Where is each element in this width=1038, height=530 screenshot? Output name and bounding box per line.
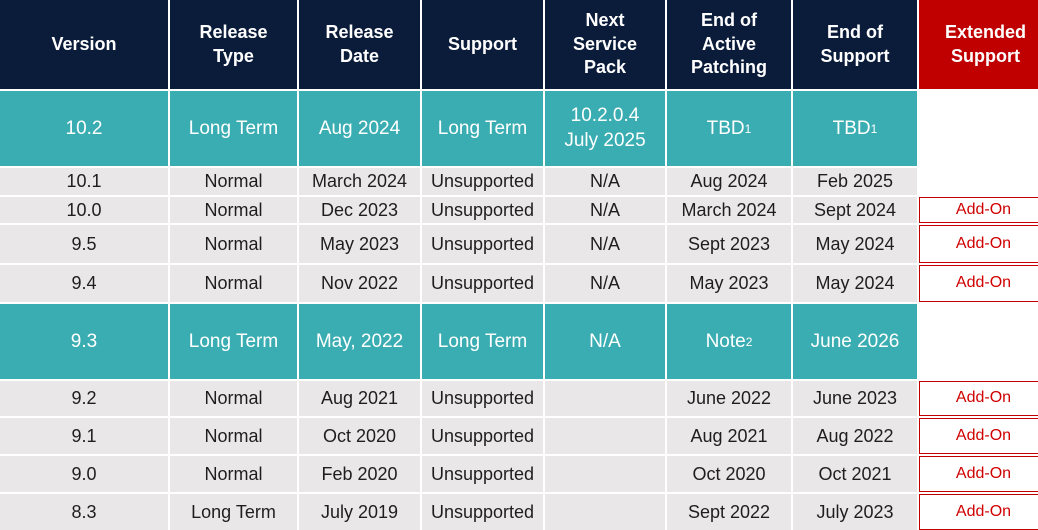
cell-version: 9.5 [0,225,168,263]
cell-release-type: Long Term [170,91,297,166]
cell-support: Long Term [422,304,543,379]
add-on-link[interactable]: Add-On [919,456,1038,492]
cell-version: 9.3 [0,304,168,379]
cell-text: TBD [706,117,745,139]
cell-release-date: Nov 2022 [299,265,420,302]
cell-support: Unsupported [422,168,543,195]
cell-next-service-pack [545,494,665,530]
cell-extended-support-empty [919,168,1038,195]
add-on-link[interactable]: Add-On [919,265,1038,302]
cell-end-of-support: June 2026 [793,304,917,379]
cell-next-service-pack: N/A [545,265,665,302]
header-release-date: Release Date [299,0,420,89]
cell-version: 9.4 [0,265,168,302]
add-on-link[interactable]: Add-On [919,381,1038,416]
cell-release-type: Normal [170,456,297,492]
cell-version: 8.3 [0,494,168,530]
cell-end-of-active-patching: Sept 2022 [667,494,791,530]
cell-version: 9.0 [0,456,168,492]
cell-extended-support-empty [919,91,1038,166]
header-end-of-active-patching: End of Active Patching [667,0,791,89]
add-on-link[interactable]: Add-On [919,225,1038,263]
cell-release-type: Normal [170,197,297,223]
cell-text: Note [705,330,746,352]
cell-next-service-pack [545,381,665,416]
cell-release-type: Normal [170,168,297,195]
cell-end-of-active-patching: June 2022 [667,381,791,416]
cell-text: TBD [832,117,871,139]
cell-release-date: Oct 2020 [299,418,420,454]
header-release-type: Release Type [170,0,297,89]
cell-release-date: July 2019 [299,494,420,530]
cell-support: Unsupported [422,418,543,454]
cell-support: Unsupported [422,225,543,263]
cell-release-type: Normal [170,418,297,454]
cell-next-service-pack: N/A [545,197,665,223]
cell-end-of-active-patching: Aug 2021 [667,418,791,454]
cell-next-service-pack: 10.2.0.4 July 2025 [545,91,665,166]
cell-release-date: May 2023 [299,225,420,263]
cell-support: Long Term [422,91,543,166]
cell-version: 10.1 [0,168,168,195]
cell-end-of-support: May 2024 [793,225,917,263]
cell-release-date: Dec 2023 [299,197,420,223]
add-on-link[interactable]: Add-On [919,418,1038,454]
header-end-of-support: End of Support [793,0,917,89]
cell-support: Unsupported [422,494,543,530]
cell-end-of-support: Feb 2025 [793,168,917,195]
cell-end-of-active-patching: TBD 1 [667,91,791,166]
cell-next-service-pack: N/A [545,225,665,263]
cell-version: 9.1 [0,418,168,454]
header-extended-support: Extended Support [919,0,1038,89]
cell-end-of-active-patching: Oct 2020 [667,456,791,492]
cell-support: Unsupported [422,381,543,416]
cell-release-type: Long Term [170,304,297,379]
cell-end-of-support: Oct 2021 [793,456,917,492]
cell-release-date: Aug 2024 [299,91,420,166]
cell-release-type: Normal [170,265,297,302]
cell-next-service-pack [545,456,665,492]
header-next-service-pack: Next Service Pack [545,0,665,89]
add-on-link[interactable]: Add-On [919,197,1038,223]
header-support: Support [422,0,543,89]
cell-support: Unsupported [422,456,543,492]
cell-end-of-support: Sept 2024 [793,197,917,223]
cell-next-service-pack: N/A [545,304,665,379]
header-version: Version [0,0,168,89]
cell-version: 10.0 [0,197,168,223]
cell-end-of-support: July 2023 [793,494,917,530]
cell-end-of-support: Aug 2022 [793,418,917,454]
cell-version: 10.2 [0,91,168,166]
cell-end-of-support: June 2023 [793,381,917,416]
cell-next-service-pack [545,418,665,454]
cell-support: Unsupported [422,265,543,302]
cell-end-of-active-patching: Note 2 [667,304,791,379]
cell-support: Unsupported [422,197,543,223]
cell-release-type: Normal [170,381,297,416]
cell-release-type: Long Term [170,494,297,530]
cell-end-of-support: TBD 1 [793,91,917,166]
cell-release-date: March 2024 [299,168,420,195]
cell-end-of-active-patching: Sept 2023 [667,225,791,263]
cell-end-of-active-patching: May 2023 [667,265,791,302]
cell-release-date: May, 2022 [299,304,420,379]
cell-end-of-support: May 2024 [793,265,917,302]
cell-next-service-pack: N/A [545,168,665,195]
cell-version: 9.2 [0,381,168,416]
cell-release-date: Feb 2020 [299,456,420,492]
cell-release-type: Normal [170,225,297,263]
cell-release-date: Aug 2021 [299,381,420,416]
cell-end-of-active-patching: Aug 2024 [667,168,791,195]
cell-end-of-active-patching: March 2024 [667,197,791,223]
cell-extended-support-empty [919,304,1038,379]
add-on-link[interactable]: Add-On [919,494,1038,530]
